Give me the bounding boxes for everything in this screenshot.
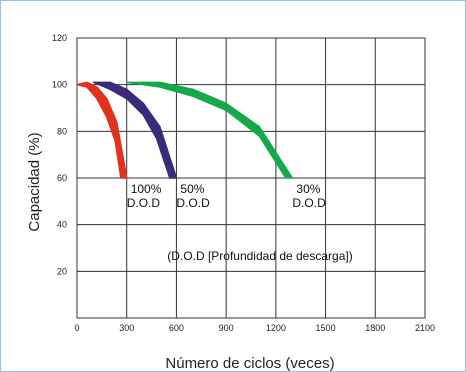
series-labels: 100%D.O.D50%D.O.D30%D.O.D bbox=[127, 182, 326, 210]
x-tick-label: 1500 bbox=[316, 323, 336, 333]
series-percent-label: 50% bbox=[180, 182, 204, 196]
x-tick-label: 1200 bbox=[266, 323, 286, 333]
x-tick-label: 900 bbox=[219, 323, 234, 333]
series-dod-label: D.O.D bbox=[292, 196, 326, 210]
y-tick-labels: 20 40 60 80 100 120 bbox=[52, 33, 67, 276]
dod-annotation: (D.O.D [Profundidad de descarga]) bbox=[167, 249, 352, 263]
y-tick-label: 120 bbox=[52, 33, 67, 43]
grid bbox=[76, 37, 426, 319]
y-tick-label: 80 bbox=[57, 126, 67, 136]
x-tick-label: 2100 bbox=[415, 323, 435, 333]
curve-50-dod bbox=[92, 81, 178, 179]
series-percent-label: 30% bbox=[296, 182, 320, 196]
x-tick-label: 1800 bbox=[365, 323, 385, 333]
y-tick-label: 60 bbox=[57, 173, 67, 183]
series-dod-label: D.O.D bbox=[176, 196, 210, 210]
series-dod-label: D.O.D bbox=[127, 196, 161, 210]
y-tick-label: 40 bbox=[57, 220, 67, 230]
x-tick-label: 600 bbox=[169, 323, 184, 333]
x-axis-title: Número de ciclos (veces) bbox=[165, 355, 334, 372]
x-tick-label: 0 bbox=[74, 323, 79, 333]
y-axis-title: Capacidad (%) bbox=[26, 132, 43, 231]
x-tick-label: 300 bbox=[119, 323, 134, 333]
curve-30-dod bbox=[125, 81, 294, 179]
series-percent-label: 100% bbox=[131, 182, 162, 196]
y-tick-label: 20 bbox=[57, 266, 67, 276]
x-tick-labels: 0 300 600 900 1200 1500 1800 2100 bbox=[74, 323, 435, 333]
curve-100-dod bbox=[76, 81, 128, 179]
curves bbox=[76, 81, 294, 179]
y-tick-label: 100 bbox=[52, 80, 67, 90]
